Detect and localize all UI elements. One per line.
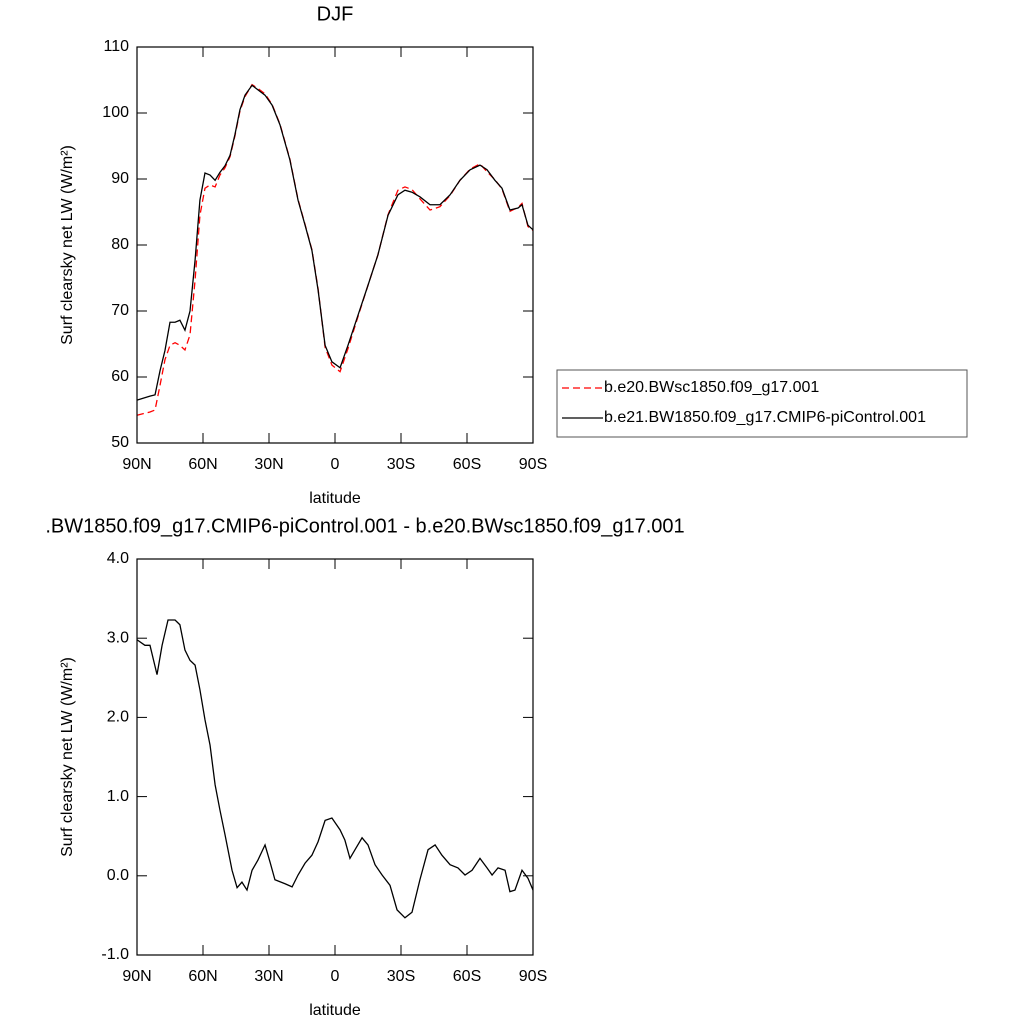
x-tick-label: 30N xyxy=(254,968,283,985)
legend-label: b.e21.BW1850.f09_g17.CMIP6-piControl.001 xyxy=(604,409,926,426)
y-axis-label: Surf clearsky net LW (W/m²) xyxy=(59,145,76,345)
x-tick-label: 90S xyxy=(519,968,547,985)
y-tick-label: 100 xyxy=(102,104,129,121)
legend: b.e20.BWsc1850.f09_g17.001 b.e21.BW1850.f… xyxy=(556,369,968,438)
x-tick-label: 90S xyxy=(519,456,547,473)
x-axis-label: latitude xyxy=(309,490,361,507)
data-line xyxy=(136,84,534,401)
x-tick-label: 30S xyxy=(387,968,415,985)
y-axis-label: Surf clearsky net LW (W/m²) xyxy=(59,657,76,857)
y-tick-label: 50 xyxy=(111,434,129,451)
x-tick-label: 0 xyxy=(331,456,340,473)
y-tick-label: -1.0 xyxy=(101,946,129,963)
x-tick-label: 60N xyxy=(188,456,217,473)
plot-frame xyxy=(136,46,534,444)
data-line xyxy=(136,619,534,919)
x-tick-label: 0 xyxy=(331,968,340,985)
legend-box xyxy=(556,369,968,438)
x-tick-label: 60N xyxy=(188,968,217,985)
y-tick-label: 0.0 xyxy=(107,867,129,884)
chart-title: .BW1850.f09_g17.CMIP6-piControl.001 - b.… xyxy=(45,515,684,537)
x-tick-label: 90N xyxy=(122,968,151,985)
x-tick-label: 90N xyxy=(122,456,151,473)
x-tick-label: 60S xyxy=(453,968,481,985)
y-tick-label: 1.0 xyxy=(107,788,129,805)
y-tick-label: 4.0 xyxy=(107,550,129,567)
x-tick-label: 30S xyxy=(387,456,415,473)
chart-title: DJF xyxy=(317,3,354,25)
y-tick-label: 70 xyxy=(111,302,129,319)
y-tick-label: 3.0 xyxy=(107,629,129,646)
y-tick-label: 110 xyxy=(103,38,129,55)
x-tick-label: 60S xyxy=(453,456,481,473)
y-tick-label: 80 xyxy=(111,236,129,253)
y-tick-label: 90 xyxy=(111,170,129,187)
legend-label: b.e20.BWsc1850.f09_g17.001 xyxy=(604,379,819,396)
plot-frame xyxy=(136,558,534,956)
x-tick-label: 30N xyxy=(254,456,283,473)
x-axis-label: latitude xyxy=(309,1002,361,1019)
y-tick-label: 2.0 xyxy=(107,709,129,726)
y-tick-label: 60 xyxy=(111,368,129,385)
